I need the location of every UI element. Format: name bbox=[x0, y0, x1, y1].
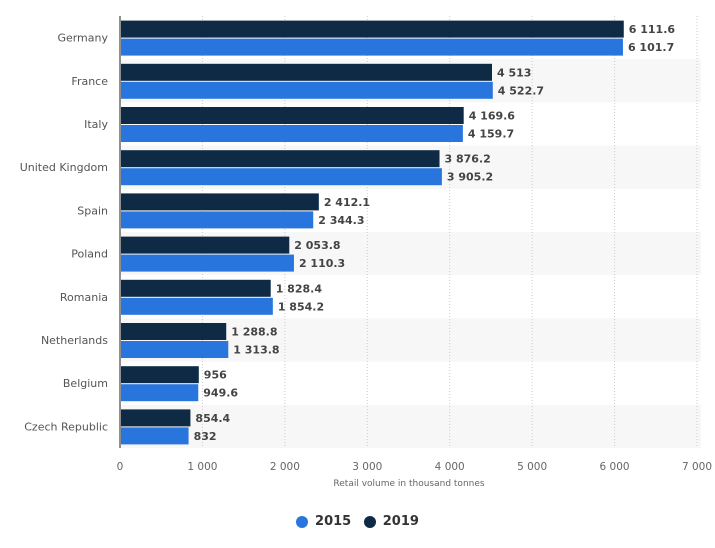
category-label: France bbox=[71, 75, 108, 88]
bar-2019-belgium[interactable] bbox=[121, 366, 199, 384]
row-bands bbox=[120, 59, 701, 448]
bar-2015-germany[interactable] bbox=[121, 38, 623, 56]
data-label: 2 344.3 bbox=[318, 214, 364, 227]
category-label: Czech Republic bbox=[24, 420, 108, 433]
data-label: 6 111.6 bbox=[629, 23, 676, 36]
data-label: 2 053.8 bbox=[294, 239, 340, 252]
bar-2015-netherlands[interactable] bbox=[121, 341, 229, 358]
legend-dot-2015-icon bbox=[296, 515, 309, 528]
category-label: Poland bbox=[71, 248, 108, 261]
bar-2015-united-kingdom[interactable] bbox=[121, 168, 442, 186]
bar-2015-italy[interactable] bbox=[121, 125, 463, 142]
data-label: 1 828.4 bbox=[276, 282, 323, 295]
category-labels: Germany France Italy United Kingdom Spain Pol… bbox=[20, 32, 109, 434]
data-label: 3 876.2 bbox=[445, 153, 491, 166]
data-label: 956 bbox=[204, 369, 227, 382]
x-tick-labels: 0 1 000 2 000 3 000 4 000 5 000 6 000 7 000 bbox=[117, 461, 712, 473]
category-label: Belgium bbox=[63, 377, 108, 390]
x-tick-label: 7 000 bbox=[682, 461, 712, 473]
category-label: Italy bbox=[84, 118, 108, 131]
data-label: 3 905.2 bbox=[447, 171, 493, 184]
legend-dot-2019-icon bbox=[363, 515, 376, 528]
data-label: 1 854.2 bbox=[278, 300, 324, 313]
category-label: United Kingdom bbox=[20, 161, 108, 174]
category-label: Spain bbox=[77, 204, 108, 217]
bar-2015-belgium[interactable] bbox=[121, 384, 199, 402]
data-label: 1 313.8 bbox=[233, 344, 279, 357]
legend-item-2015[interactable]: 2015 bbox=[296, 514, 351, 529]
value-labels: 6 111.6 6 101.7 4 513 4 522.7 4 169.6 4 159.7… bbox=[194, 23, 676, 443]
data-label: 6 101.7 bbox=[628, 41, 674, 54]
data-label: 2 110.3 bbox=[299, 257, 345, 270]
data-label: 2 412.1 bbox=[324, 196, 370, 209]
bar-2019-united-kingdom[interactable] bbox=[121, 150, 440, 168]
data-label: 4 169.6 bbox=[469, 110, 516, 123]
x-tick-label: 0 bbox=[117, 461, 124, 473]
data-label: 4 522.7 bbox=[498, 84, 544, 97]
data-label: 854.4 bbox=[195, 412, 230, 425]
x-tick-label: 3 000 bbox=[352, 461, 382, 473]
x-axis-title: Retail volume in thousand tonnes bbox=[333, 479, 484, 489]
x-tick-label: 1 000 bbox=[187, 461, 217, 473]
row-band bbox=[120, 404, 701, 448]
bar-2015-spain[interactable] bbox=[121, 211, 314, 229]
data-label: 949.6 bbox=[203, 387, 238, 400]
bar-2015-romania[interactable] bbox=[121, 297, 273, 315]
legend-label: 2019 bbox=[382, 514, 419, 529]
bar-2019-france[interactable] bbox=[121, 63, 493, 81]
bar-2019-romania[interactable] bbox=[121, 279, 271, 297]
x-tick-label: 5 000 bbox=[517, 461, 547, 473]
bar-2019-italy[interactable] bbox=[121, 107, 464, 124]
x-tick-label: 4 000 bbox=[435, 461, 465, 473]
legend: 2015 2019 bbox=[0, 514, 715, 532]
data-label: 4 513 bbox=[497, 66, 531, 79]
data-label: 1 288.8 bbox=[231, 326, 277, 339]
bar-2019-germany[interactable] bbox=[121, 20, 624, 38]
data-label: 4 159.7 bbox=[468, 128, 514, 141]
category-label: Netherlands bbox=[41, 334, 108, 347]
x-tick-label: 6 000 bbox=[600, 461, 630, 473]
category-label: Romania bbox=[60, 291, 108, 304]
bar-2015-poland[interactable] bbox=[121, 254, 294, 272]
bars bbox=[121, 20, 624, 445]
x-tick-label: 2 000 bbox=[270, 461, 300, 473]
bar-2019-czech-republic[interactable] bbox=[121, 409, 191, 427]
bar-2019-poland[interactable] bbox=[121, 236, 290, 254]
category-label: Germany bbox=[57, 32, 108, 45]
bar-2019-spain[interactable] bbox=[121, 193, 319, 211]
bar-2019-netherlands[interactable] bbox=[121, 323, 227, 340]
bar-2015-czech-republic[interactable] bbox=[121, 427, 189, 445]
legend-label: 2015 bbox=[315, 514, 352, 529]
legend-item-2019[interactable]: 2019 bbox=[363, 514, 419, 529]
data-label: 832 bbox=[194, 430, 217, 443]
bar-2015-france[interactable] bbox=[121, 81, 493, 99]
